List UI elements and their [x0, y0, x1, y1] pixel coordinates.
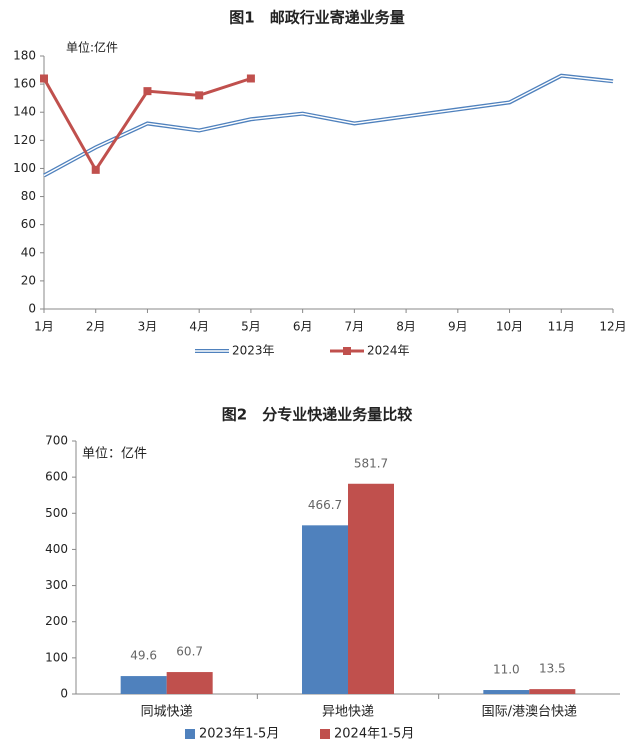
- y-tick-label: 140: [13, 105, 36, 119]
- value-label: 13.5: [539, 662, 566, 676]
- y-tick-label: 100: [13, 161, 36, 175]
- y-tick-label: 20: [21, 273, 36, 287]
- legend-label: 2024年1-5月: [334, 727, 414, 742]
- x-tick-label: 3月: [138, 320, 158, 334]
- y-tick-label: 80: [21, 189, 36, 203]
- bar: [529, 689, 576, 694]
- value-label: 49.6: [130, 649, 157, 663]
- y-tick-label: 60: [21, 217, 36, 231]
- value-label: 60.7: [176, 645, 203, 659]
- line-highlight: [43, 74, 614, 177]
- y-tick-label: 0: [28, 302, 36, 316]
- x-tick-label: 10月: [496, 320, 523, 334]
- y-tick-label: 600: [45, 470, 68, 484]
- point-marker: [40, 74, 48, 83]
- value-label: 466.7: [308, 498, 342, 512]
- y-tick-label: 400: [45, 542, 68, 556]
- point-marker: [246, 74, 255, 83]
- y-tick-label: 0: [60, 687, 68, 701]
- x-tick-label: 9月: [448, 320, 468, 334]
- y-tick-label: 160: [13, 77, 36, 91]
- y-tick-label: 180: [13, 49, 36, 63]
- x-tick-label: 同城快递: [141, 705, 193, 720]
- x-tick-label: 1月: [34, 320, 54, 334]
- bar: [302, 525, 348, 694]
- value-label: 11.0: [493, 663, 520, 677]
- point-marker: [195, 91, 204, 100]
- point-marker: [91, 165, 100, 174]
- x-tick-label: 7月: [345, 320, 365, 334]
- y-tick-label: 40: [21, 245, 36, 259]
- y-tick-label: 100: [45, 650, 68, 664]
- legend-swatch: [343, 347, 351, 355]
- value-label: 581.7: [354, 456, 388, 470]
- bar: [120, 676, 167, 694]
- x-tick-label: 5月: [241, 320, 261, 334]
- y-tick-label: 300: [45, 578, 68, 592]
- y-tick-label: 120: [13, 133, 36, 147]
- series-line: [43, 73, 614, 178]
- unit-label: 单位:亿件: [66, 40, 118, 55]
- x-tick-label: 11月: [548, 320, 575, 334]
- x-tick-label: 2月: [86, 320, 106, 334]
- y-tick-label: 200: [45, 614, 68, 628]
- x-tick-label: 4月: [189, 320, 209, 334]
- x-tick-label: 8月: [396, 320, 416, 334]
- y-tick-label: 500: [45, 506, 68, 520]
- x-tick-label: 6月: [293, 320, 313, 334]
- legend-label: 2023年1-5月: [199, 727, 279, 742]
- legend-label: 2023年: [232, 344, 275, 358]
- legend-label: 2024年: [367, 344, 410, 358]
- legend-swatch: [320, 729, 330, 739]
- legend-swatch: [185, 729, 195, 739]
- point-marker: [143, 87, 152, 96]
- unit-label: 单位：亿件: [82, 447, 147, 462]
- y-tick-label: 700: [45, 434, 68, 448]
- x-tick-label: 国际/港澳台快递: [482, 704, 577, 720]
- bar: [483, 690, 530, 694]
- chart-title: 图2 分专业快递业务量比较: [222, 406, 412, 424]
- x-tick-label: 12月: [599, 320, 626, 334]
- chart-title: 图1 邮政行业寄递业务量: [229, 9, 404, 27]
- bar: [348, 483, 394, 694]
- bar: [166, 672, 213, 694]
- x-tick-label: 异地快递: [322, 705, 374, 720]
